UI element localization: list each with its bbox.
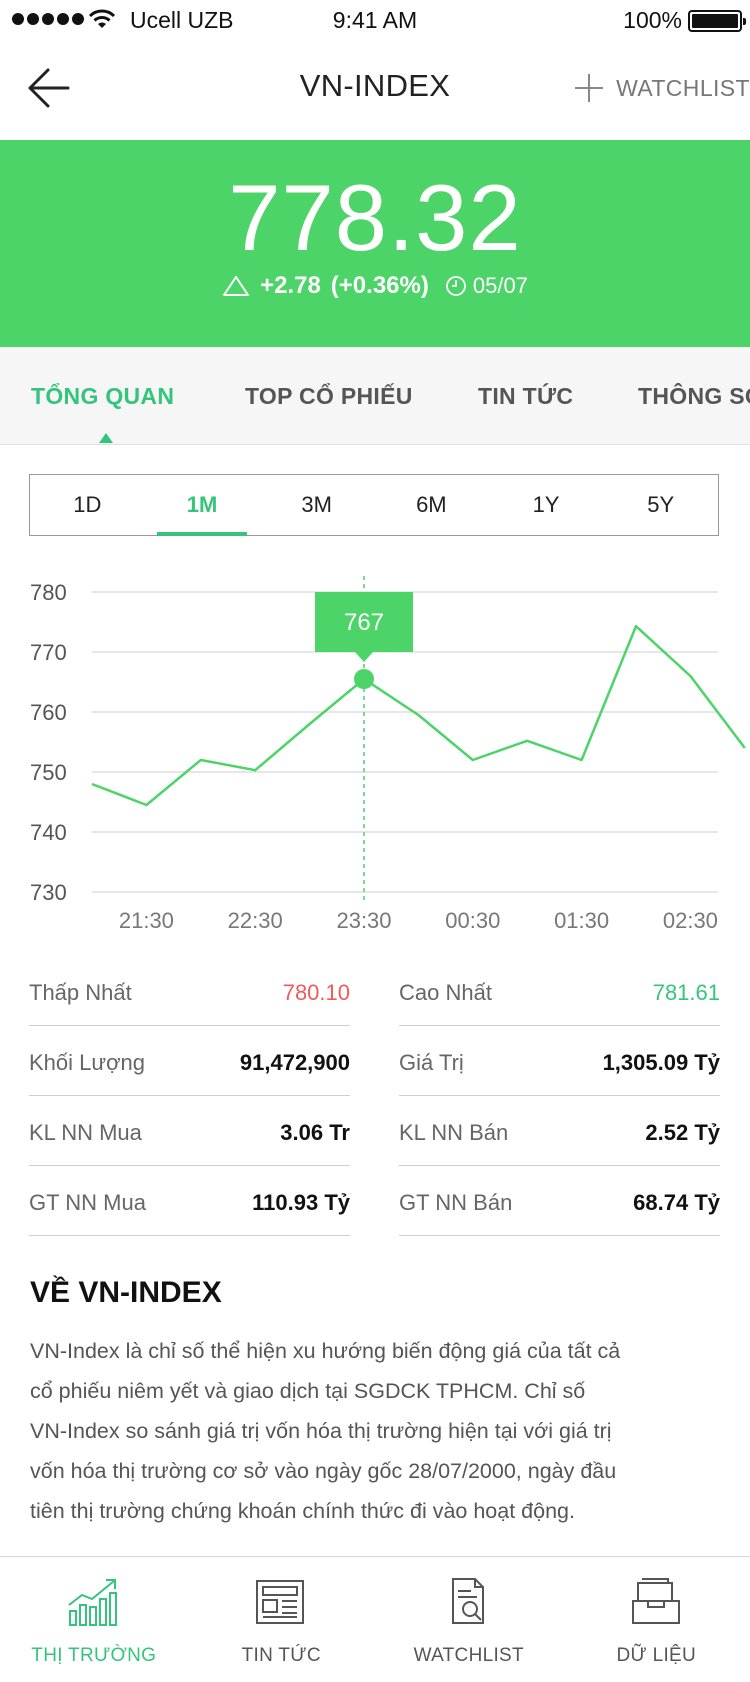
stat-value-traded: Giá Trị 1,305.09 Tỷ [399,1026,720,1096]
stat-foreign-sell-volume: KL NN Bán 2.52 Tỷ [399,1096,720,1166]
price-chart[interactable]: 780 770 760 750 740 730 21:30 22:30 23:30 00:30 01… [0,560,750,940]
stat-value: 1,305.09 Tỷ [602,1050,720,1075]
tab-overview[interactable]: TỔNG QUAN [31,383,175,409]
about-line: VN-Index so sánh giá trị vốn hóa thị trư… [30,1419,612,1443]
tabbar-label: TIN TỨC [241,1645,321,1666]
series-line [91,624,746,807]
stat-label: GT NN Bán [399,1190,513,1215]
y-tick-label: 740 [30,820,67,845]
battery-icon [688,10,746,32]
arrow-left-icon [28,68,70,108]
wifi-icon [88,9,116,28]
stat-value: 780.10 [282,980,350,1005]
market-chart-icon [68,1579,117,1626]
stat-value: 3.06 Tr [280,1120,350,1145]
tab-parameters[interactable]: THÔNG SỐ [638,383,750,409]
tabbar-label: DỮ LIỆU [616,1645,697,1666]
tabbar-watchlist[interactable]: WATCHLIST [375,1557,563,1682]
x-tick-label: 21:30 [119,908,174,933]
about-line: cổ phiếu niêm yết và giao dịch tại SGDCK… [30,1379,586,1403]
clock-icon [445,276,466,296]
tooltip-value: 767 [344,609,384,636]
about-description: VN-Index là chỉ số thể hiện xu hướng biế… [30,1331,730,1531]
tab-top-stocks[interactable]: TOP CỔ PHIẾU [245,383,413,409]
data-tray-icon [632,1578,681,1624]
tooltip-box [315,592,413,652]
about-line: vốn hóa thị trường cơ sở vào ngày gốc 28… [30,1459,617,1483]
clock: 9:41 AM [332,7,418,33]
period-selector: 1D 1M 3M 6M 1Y 5Y [29,474,719,536]
x-tick-label: 00:30 [445,908,500,933]
x-tick-label: 02:30 [663,908,718,933]
date-text: 05/07 [472,273,528,298]
y-tick-label: 760 [30,700,67,725]
stat-value: 110.93 Tỷ [252,1190,350,1215]
carrier-name: Ucell UZB [130,7,234,33]
plus-icon [575,74,604,102]
stat-label: KL NN Mua [29,1120,142,1145]
tabbar-label: WATCHLIST [413,1645,524,1666]
period-6m[interactable]: 6M [416,492,447,517]
tooltip-pointer [355,652,373,662]
add-to-watchlist-button[interactable]: WATCHLIST [574,66,750,110]
change-value: +2.78 [260,272,321,299]
tabbar-label: THỊ TRƯỜNG [31,1645,157,1666]
period-1y[interactable]: 1Y [532,492,560,517]
stat-label: KL NN Bán [399,1120,509,1145]
stat-low: Thấp Nhất 780.10 [29,956,350,1026]
x-tick-label: 23:30 [336,908,391,933]
stat-label: Thấp Nhất [29,980,132,1005]
document-search-icon [451,1578,484,1624]
stat-value: 2.52 Tỷ [645,1120,720,1145]
tabbar-market[interactable]: THỊ TRƯỜNG [0,1557,188,1682]
nav-bar: VN-INDEX WATCHLIST [0,40,750,140]
stat-high: Cao Nhất 781.61 [399,956,720,1026]
stat-label: Cao Nhất [399,980,492,1005]
tabbar-data[interactable]: DỮ LIỆU [563,1557,750,1682]
stat-foreign-buy-volume: KL NN Mua 3.06 Tr [29,1096,350,1166]
active-tab-indicator [99,433,113,443]
newspaper-icon [256,1580,305,1624]
tab-news[interactable]: TIN TỨC [478,383,574,409]
stat-volume: Khối Lượng 91,472,900 [29,1026,350,1096]
about-line: tiên thị trường chứng khoán chính thức đ… [30,1499,575,1523]
change-percent: (+0.36%) [330,272,429,299]
stat-value: 68.74 Tỷ [633,1190,720,1215]
stat-value: 781.61 [652,980,720,1005]
signal-strength-icon [12,13,84,25]
stat-label: Giá Trị [399,1050,464,1075]
period-3m[interactable]: 3M [301,492,332,517]
x-tick-label: 01:30 [554,908,609,933]
bottom-tab-bar: THỊ TRƯỜNG TIN TỨC WATCHLIST [0,1556,750,1682]
quote-date: 05/07 [445,273,528,299]
y-tick-label: 730 [30,880,67,905]
battery-percent: 100% [623,7,682,33]
period-1d[interactable]: 1D [73,492,102,517]
index-price: 778.32 [228,165,522,270]
quote-header: 778.32 +2.78 (+0.36%) 05/07 [0,140,750,347]
about-title: VỀ VN-INDEX [30,1276,222,1309]
stat-foreign-sell-value: GT NN Bán 68.74 Tỷ [399,1166,720,1236]
y-tick-label: 780 [30,580,67,605]
back-button[interactable] [24,60,80,116]
stat-value: 91,472,900 [239,1050,350,1075]
about-line: VN-Index là chỉ số thể hiện xu hướng biế… [30,1339,621,1363]
highlight-point [354,669,374,689]
x-tick-label: 22:30 [228,908,283,933]
status-bar: Ucell UZB 9:41 AM 100% [0,0,750,40]
stat-foreign-buy-value: GT NN Mua 110.93 Tỷ [29,1166,350,1236]
tabbar-news[interactable]: TIN TỨC [188,1557,376,1682]
section-tabs: TỔNG QUAN TOP CỔ PHIẾU TIN TỨC THÔNG SỐ [0,347,750,445]
watchlist-label: WATCHLIST [616,74,750,101]
change-row: +2.78 (+0.36%) 05/07 [0,272,750,300]
triangle-up-icon [223,276,250,296]
y-tick-label: 770 [30,640,67,665]
stat-label: GT NN Mua [29,1190,146,1215]
y-tick-label: 750 [30,760,67,785]
period-1m[interactable]: 1M [145,475,260,536]
period-5y[interactable]: 5Y [647,492,675,517]
stat-label: Khối Lượng [29,1050,146,1075]
